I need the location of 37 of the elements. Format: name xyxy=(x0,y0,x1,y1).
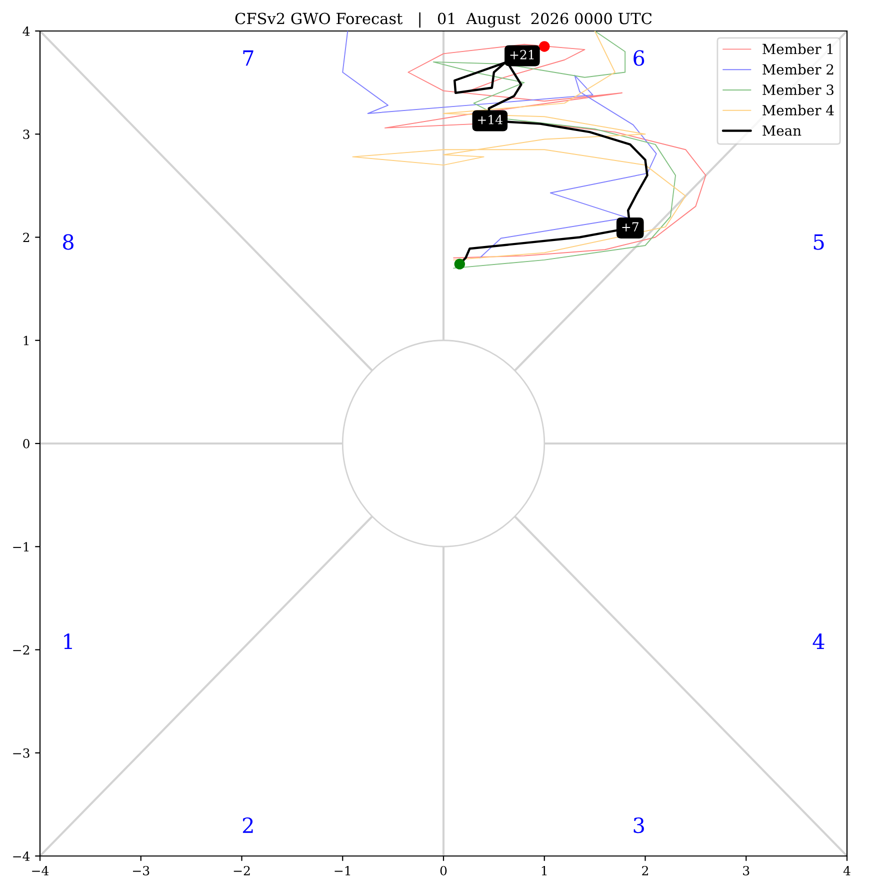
annotation: +7 xyxy=(622,222,638,232)
annotation: 3 xyxy=(634,817,644,834)
y-tick-label: −3 xyxy=(13,748,30,758)
x-tick-label: 0 xyxy=(440,866,447,876)
x-tick-label: 3 xyxy=(743,866,750,876)
x-tick-label: −2 xyxy=(234,866,250,876)
annotation: +21 xyxy=(510,50,534,60)
point xyxy=(539,41,550,52)
annotation: 1 xyxy=(64,633,72,649)
legend-label: Member 2 xyxy=(762,64,834,75)
y-tick-label: −2 xyxy=(13,645,30,654)
legend-label: Member 4 xyxy=(762,104,834,116)
y-tick-label: 0 xyxy=(23,438,30,448)
y-tick-label: 3 xyxy=(23,130,30,140)
legend-label: Member 3 xyxy=(762,84,834,96)
y-tick-label: 4 xyxy=(22,26,30,36)
y-tick-label: 1 xyxy=(24,336,28,346)
annotation: 7 xyxy=(243,50,254,66)
x-tick-label: −1 xyxy=(334,866,350,876)
y-tick-label: 2 xyxy=(23,232,30,242)
legend-label: Member 1 xyxy=(762,44,833,54)
line-series xyxy=(432,31,676,269)
annotation: 4 xyxy=(812,633,824,649)
x-tick-label: 2 xyxy=(642,866,648,876)
annotation: 5 xyxy=(814,234,824,250)
chart-title: CFSv2 GWO Forecast | 01 August 2026 0000 UTC xyxy=(235,12,652,28)
point xyxy=(454,258,465,270)
annotation: 2 xyxy=(242,817,253,833)
x-tick-label: 1 xyxy=(542,866,547,876)
annotation: 8 xyxy=(63,234,74,250)
y-tick-label: −1 xyxy=(13,542,28,552)
x-tick-label: −3 xyxy=(132,866,150,876)
legend-label: Mean xyxy=(762,125,802,136)
x-tick-label: 4 xyxy=(843,866,850,876)
y-tick-label: −4 xyxy=(13,851,30,861)
annotation: 6 xyxy=(634,50,644,66)
x-tick-label: −4 xyxy=(32,866,49,876)
